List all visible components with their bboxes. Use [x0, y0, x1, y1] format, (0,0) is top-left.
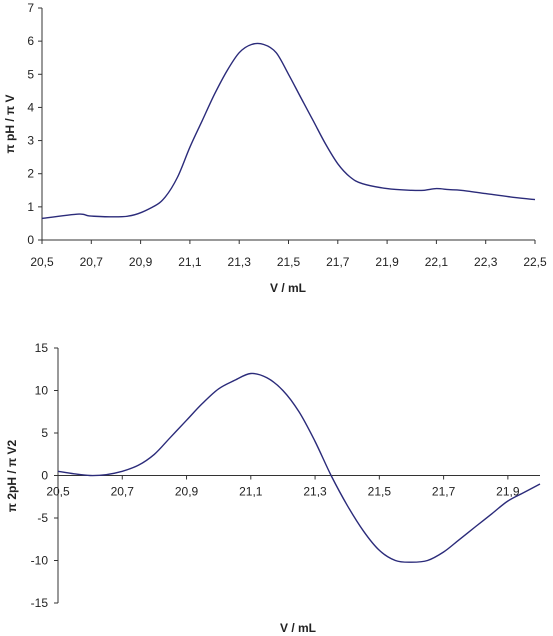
- c2-x-axis-title: V / mL: [280, 621, 316, 635]
- c2-x-tick-label: 21,9: [496, 485, 520, 499]
- c2-y-tick-label: 10: [35, 384, 49, 398]
- c1-y-tick-label: 2: [27, 167, 34, 181]
- c1-y-tick-label: 5: [27, 67, 34, 81]
- c1-y-tick-label: 7: [27, 1, 34, 15]
- c2-series-line: [57, 372, 541, 563]
- c2-y-tick-label: 5: [41, 426, 48, 440]
- c1-x-tick-label: 20,7: [80, 255, 104, 269]
- c1-x-tick-label: 21,7: [326, 255, 350, 269]
- c1-x-tick-label: 21,9: [375, 255, 399, 269]
- c2-y-tick-label: -10: [31, 554, 49, 568]
- c1-y-tick-label: 1: [27, 200, 34, 214]
- c2-y-tick-label: 15: [35, 341, 49, 355]
- c2-axes: [57, 348, 540, 603]
- c1-x-tick-label: 20,9: [129, 255, 153, 269]
- c1-x-tick-label: 20,5: [30, 255, 54, 269]
- c1-x-tick-label: 22,1: [425, 255, 449, 269]
- c2-y-tick-label: -15: [31, 596, 49, 610]
- c1-y-axis-title: π pH / π V: [3, 94, 17, 153]
- chart-first-derivative: 0 1 2 3 4 5 6 7 20,5 20,7 20,9 21,1 21,3 21,5 21,7 21,9…: [3, 1, 547, 295]
- c2-x-tick-label: 21,7: [432, 485, 456, 499]
- c2-x-tick-label: 20,5: [46, 485, 70, 499]
- c1-x-tick-label: 22,3: [474, 255, 498, 269]
- c2-x-tick-label: 21,5: [368, 485, 392, 499]
- c1-x-tick-label: 22,5: [523, 255, 547, 269]
- c2-ticks: 15 10 5 0 -5 -10 -15 20,5 20,7 20,9 21,1 21,3 21,5 21…: [31, 341, 520, 610]
- c2-x-tick-label: 21,3: [303, 485, 327, 499]
- c1-x-axis-title: V / mL: [270, 281, 306, 295]
- c2-x-tick-label: 21,1: [239, 485, 263, 499]
- c1-x-tick-label: 21,3: [228, 255, 252, 269]
- c2-y-tick-label: -5: [37, 511, 48, 525]
- c1-series-line: [41, 42, 536, 220]
- c1-y-tick-label: 3: [27, 134, 34, 148]
- c1-x-tick-label: 21,1: [178, 255, 202, 269]
- c1-y-tick-label: 4: [27, 100, 34, 114]
- c2-y-axis-title: π 2pH / π V2: [5, 439, 19, 512]
- c1-y-tick-label: 6: [27, 34, 34, 48]
- c2-x-tick-label: 20,7: [111, 485, 135, 499]
- chart-second-derivative: 15 10 5 0 -5 -10 -15 20,5 20,7 20,9 21,1 21,3 21,5 21…: [5, 341, 541, 635]
- c1-axes: [41, 8, 535, 241]
- c1-ticks: 0 1 2 3 4 5 6 7 20,5 20,7 20,9 21,1 21,3 21,5 21,7 21,9…: [27, 1, 547, 269]
- c2-x-tick-label: 20,9: [175, 485, 199, 499]
- c2-y-tick-label: 0: [41, 469, 48, 483]
- c1-x-tick-label: 21,5: [277, 255, 301, 269]
- c1-y-tick-label: 0: [27, 233, 34, 247]
